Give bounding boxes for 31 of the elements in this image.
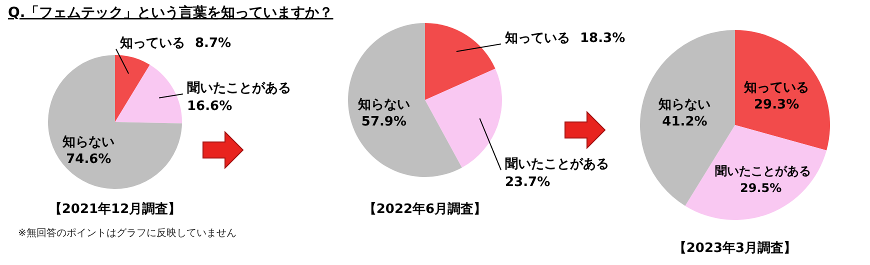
data-label: 8.7% bbox=[195, 36, 232, 51]
data-label: 23.7% bbox=[505, 175, 550, 190]
pie-slice bbox=[115, 55, 150, 122]
slice-label: 知っている bbox=[743, 80, 810, 96]
data-label: 29.5% bbox=[740, 181, 782, 195]
data-label: 74.6% bbox=[66, 152, 112, 167]
data-label: 29.3% bbox=[754, 97, 800, 112]
slice-label: 聞いたことがある bbox=[187, 81, 291, 96]
text: 【2023年3月調査】 bbox=[673, 240, 797, 256]
data-label: 57.9% bbox=[361, 114, 407, 130]
slice-label: 知っている bbox=[119, 36, 185, 51]
slice-label: 聞いたことがある bbox=[715, 164, 811, 178]
pie-slice bbox=[685, 125, 827, 220]
pie-slice bbox=[48, 55, 182, 189]
slice-label: 聞いたことがある bbox=[505, 157, 609, 172]
data-label: 18.3% bbox=[580, 31, 626, 46]
text: 【2021年12月調査】 bbox=[48, 201, 182, 217]
slice-label: 知っている bbox=[504, 31, 570, 46]
slice-label: 知らない bbox=[658, 98, 711, 113]
slice-label: 知らない bbox=[356, 97, 410, 112]
data-label: 41.2% bbox=[662, 114, 708, 130]
pie-slice bbox=[425, 23, 496, 100]
pie-slice bbox=[115, 64, 182, 124]
pie-slice bbox=[348, 23, 462, 177]
text: Q.「フェムテック」という言葉を知っていますか？ bbox=[8, 4, 334, 21]
pie-slice bbox=[735, 30, 830, 150]
slice-label: 知らない bbox=[62, 134, 115, 150]
text: ※無回答のポイントはグラフに反映していません bbox=[18, 227, 236, 239]
pie-slice bbox=[425, 68, 502, 168]
data-label: 16.6% bbox=[187, 99, 232, 114]
text: 【2022年6月調査】 bbox=[363, 201, 487, 217]
